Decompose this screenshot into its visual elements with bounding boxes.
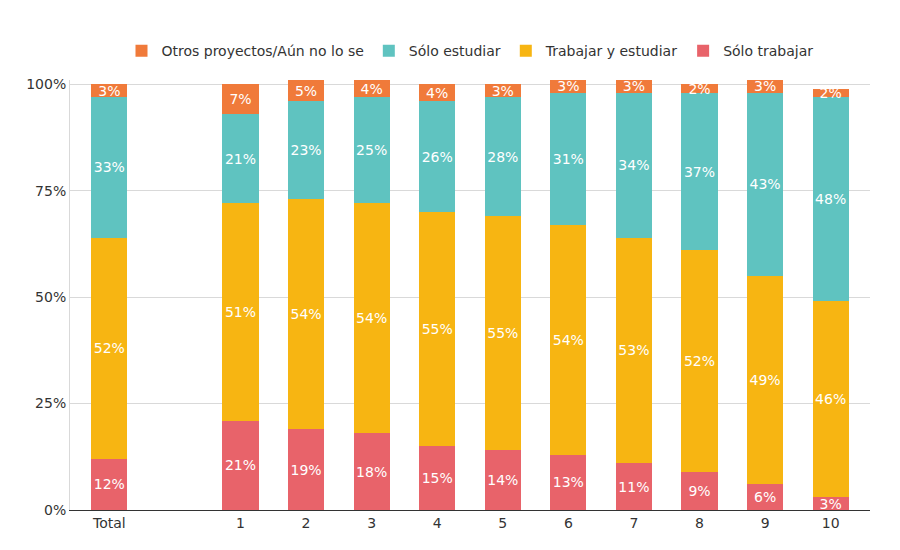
svg-text:25%: 25%	[356, 142, 387, 158]
svg-text:4%: 4%	[426, 85, 448, 101]
svg-text:2%: 2%	[820, 85, 842, 101]
svg-text:Sólo estudiar: Sólo estudiar	[409, 43, 501, 59]
svg-text:12%: 12%	[94, 476, 125, 492]
svg-text:4: 4	[433, 515, 442, 531]
svg-text:Total: Total	[92, 515, 126, 531]
svg-text:3%: 3%	[623, 78, 645, 94]
svg-text:31%: 31%	[553, 151, 584, 167]
svg-text:100%: 100%	[26, 76, 66, 92]
svg-text:3%: 3%	[557, 78, 579, 94]
svg-text:11%: 11%	[618, 479, 649, 495]
svg-text:28%: 28%	[487, 149, 518, 165]
svg-text:43%: 43%	[750, 176, 781, 192]
svg-text:8: 8	[695, 515, 704, 531]
svg-text:19%: 19%	[291, 462, 322, 478]
svg-text:7: 7	[629, 515, 638, 531]
svg-text:46%: 46%	[815, 391, 846, 407]
svg-text:15%: 15%	[422, 470, 453, 486]
svg-text:51%: 51%	[225, 304, 256, 320]
svg-text:55%: 55%	[487, 325, 518, 341]
svg-text:13%: 13%	[553, 474, 584, 490]
svg-text:1: 1	[236, 515, 245, 531]
svg-text:54%: 54%	[291, 306, 322, 322]
svg-text:48%: 48%	[815, 191, 846, 207]
svg-text:52%: 52%	[684, 353, 715, 369]
svg-text:54%: 54%	[553, 332, 584, 348]
svg-text:2%: 2%	[688, 81, 710, 97]
svg-text:9%: 9%	[688, 483, 710, 499]
svg-text:49%: 49%	[750, 372, 781, 388]
svg-text:3%: 3%	[98, 83, 120, 99]
svg-text:9: 9	[761, 515, 770, 531]
svg-text:53%: 53%	[618, 342, 649, 358]
svg-text:10: 10	[822, 515, 840, 531]
svg-text:33%: 33%	[94, 159, 125, 175]
svg-text:50%: 50%	[35, 289, 66, 305]
svg-text:Trabajar y estudiar: Trabajar y estudiar	[545, 43, 677, 59]
svg-text:54%: 54%	[356, 310, 387, 326]
svg-text:3: 3	[367, 515, 376, 531]
svg-text:3%: 3%	[754, 78, 776, 94]
svg-text:Sólo trabajar: Sólo trabajar	[723, 43, 813, 59]
svg-text:52%: 52%	[94, 340, 125, 356]
svg-text:5: 5	[498, 515, 507, 531]
svg-text:5%: 5%	[295, 83, 317, 99]
svg-text:18%: 18%	[356, 464, 387, 480]
svg-text:55%: 55%	[422, 321, 453, 337]
svg-text:34%: 34%	[618, 157, 649, 173]
svg-text:4%: 4%	[361, 81, 383, 97]
svg-text:Otros proyectos/Aún no lo se: Otros proyectos/Aún no lo se	[162, 43, 364, 59]
svg-text:21%: 21%	[225, 151, 256, 167]
svg-text:2: 2	[302, 515, 311, 531]
svg-text:6%: 6%	[754, 489, 776, 505]
svg-text:6: 6	[564, 515, 573, 531]
svg-text:21%: 21%	[225, 457, 256, 473]
svg-text:3%: 3%	[820, 496, 842, 512]
svg-text:37%: 37%	[684, 164, 715, 180]
svg-text:75%: 75%	[35, 183, 66, 199]
svg-text:26%: 26%	[422, 149, 453, 165]
svg-text:23%: 23%	[291, 142, 322, 158]
svg-text:3%: 3%	[492, 83, 514, 99]
svg-text:7%: 7%	[229, 91, 251, 107]
svg-text:25%: 25%	[35, 395, 66, 411]
svg-text:14%: 14%	[487, 472, 518, 488]
svg-text:0%: 0%	[44, 502, 66, 518]
